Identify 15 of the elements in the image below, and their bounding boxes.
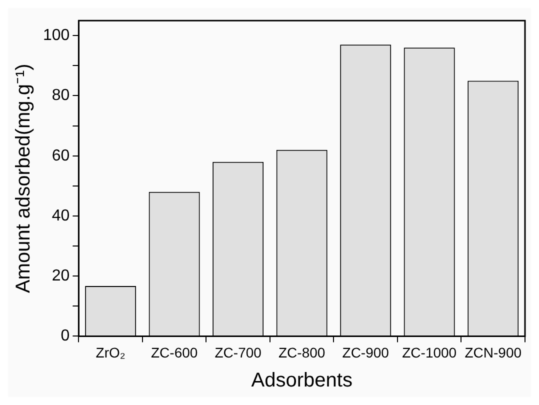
x-axis-title: Adsorbents <box>251 370 352 392</box>
x-tick-label: ZCN-900 <box>464 344 522 360</box>
y-tick-label: 20 <box>52 267 70 284</box>
y-tick-label: 40 <box>52 207 70 224</box>
x-tick-label: ZC-900 <box>342 344 390 360</box>
x-tick-label: ZrO₂ <box>96 344 126 360</box>
x-tick-label: ZC-800 <box>278 344 326 360</box>
x-tick-label: ZC-600 <box>150 344 198 360</box>
y-tick-label: 0 <box>60 328 70 345</box>
x-tick-label: ZC-700 <box>214 344 262 360</box>
x-tick-label: ZC-1000 <box>402 344 457 360</box>
y-tick-label: 80 <box>52 87 70 104</box>
y-tick-label: 100 <box>42 27 70 44</box>
y-tick-label: 60 <box>52 147 70 164</box>
y-axis-title: Amount adsorbed(mg.g⁻¹) <box>12 64 35 294</box>
